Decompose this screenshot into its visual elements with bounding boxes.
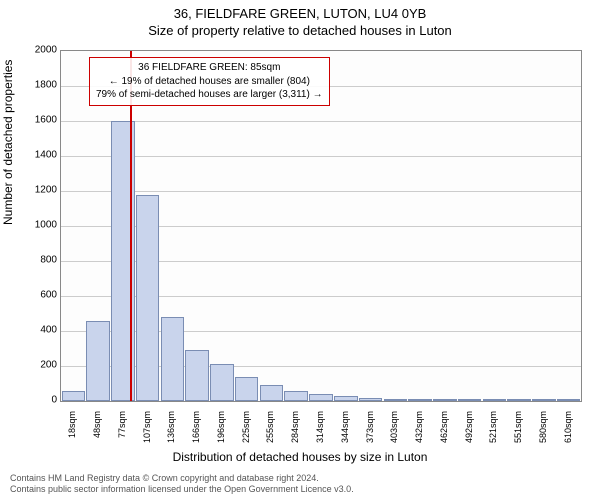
histogram-bar	[408, 399, 432, 401]
page-title-desc: Size of property relative to detached ho…	[0, 21, 600, 38]
histogram-bar	[384, 399, 408, 401]
histogram-bar	[136, 195, 160, 402]
histogram-bar	[62, 391, 86, 402]
annotation-line2: ← 19% of detached houses are smaller (80…	[96, 75, 323, 89]
gridline	[61, 191, 581, 192]
y-tick-label: 0	[17, 395, 57, 406]
y-tick-label: 1800	[17, 80, 57, 91]
histogram-bar	[260, 385, 284, 401]
gridline	[61, 156, 581, 157]
histogram-bar	[532, 399, 556, 401]
y-axis-label: Number of detached properties	[1, 60, 15, 225]
x-tick-label: 77sqm	[117, 411, 127, 451]
footer-line2: Contains public sector information licen…	[10, 484, 590, 496]
x-tick-label: 225sqm	[241, 411, 251, 451]
x-tick-label: 284sqm	[290, 411, 300, 451]
histogram-chart: 36 FIELDFARE GREEN: 85sqm← 19% of detach…	[60, 50, 582, 402]
y-tick-label: 1000	[17, 220, 57, 231]
annotation-line3: 79% of semi-detached houses are larger (…	[96, 88, 323, 102]
x-tick-label: 48sqm	[92, 411, 102, 451]
histogram-bar	[458, 399, 482, 401]
x-tick-label: 462sqm	[439, 411, 449, 451]
histogram-bar	[161, 317, 185, 401]
histogram-bar	[86, 321, 110, 402]
x-tick-label: 551sqm	[513, 411, 523, 451]
gridline	[61, 121, 581, 122]
x-tick-label: 314sqm	[315, 411, 325, 451]
x-tick-label: 107sqm	[142, 411, 152, 451]
x-tick-label: 196sqm	[216, 411, 226, 451]
footer-attribution: Contains HM Land Registry data © Crown c…	[10, 473, 590, 496]
x-tick-label: 492sqm	[464, 411, 474, 451]
x-tick-label: 18sqm	[67, 411, 77, 451]
histogram-bar	[210, 364, 234, 401]
y-tick-label: 200	[17, 360, 57, 371]
histogram-bar	[284, 391, 308, 402]
y-tick-label: 600	[17, 290, 57, 301]
histogram-bar	[309, 394, 333, 401]
x-tick-label: 610sqm	[563, 411, 573, 451]
page-title-address: 36, FIELDFARE GREEN, LUTON, LU4 0YB	[0, 0, 600, 21]
y-tick-label: 1400	[17, 150, 57, 161]
annotation-line1: 36 FIELDFARE GREEN: 85sqm	[96, 61, 323, 75]
histogram-bar	[433, 399, 457, 401]
histogram-bar	[483, 399, 507, 401]
annotation-box: 36 FIELDFARE GREEN: 85sqm← 19% of detach…	[89, 57, 330, 106]
x-tick-label: 403sqm	[389, 411, 399, 451]
histogram-bar	[235, 377, 259, 402]
y-tick-label: 1600	[17, 115, 57, 126]
histogram-bar	[185, 350, 209, 401]
y-tick-label: 2000	[17, 45, 57, 56]
y-tick-label: 800	[17, 255, 57, 266]
histogram-bar	[507, 399, 531, 401]
histogram-bar	[557, 399, 581, 401]
x-tick-label: 166sqm	[191, 411, 201, 451]
x-tick-label: 580sqm	[538, 411, 548, 451]
x-axis-label: Distribution of detached houses by size …	[0, 450, 600, 464]
y-tick-label: 400	[17, 325, 57, 336]
footer-line1: Contains HM Land Registry data © Crown c…	[10, 473, 590, 485]
y-tick-label: 1200	[17, 185, 57, 196]
x-tick-label: 432sqm	[414, 411, 424, 451]
histogram-bar	[359, 398, 383, 401]
x-tick-label: 136sqm	[166, 411, 176, 451]
x-tick-label: 521sqm	[488, 411, 498, 451]
x-tick-label: 373sqm	[365, 411, 375, 451]
x-tick-label: 255sqm	[265, 411, 275, 451]
histogram-bar	[334, 396, 358, 401]
x-tick-label: 344sqm	[340, 411, 350, 451]
